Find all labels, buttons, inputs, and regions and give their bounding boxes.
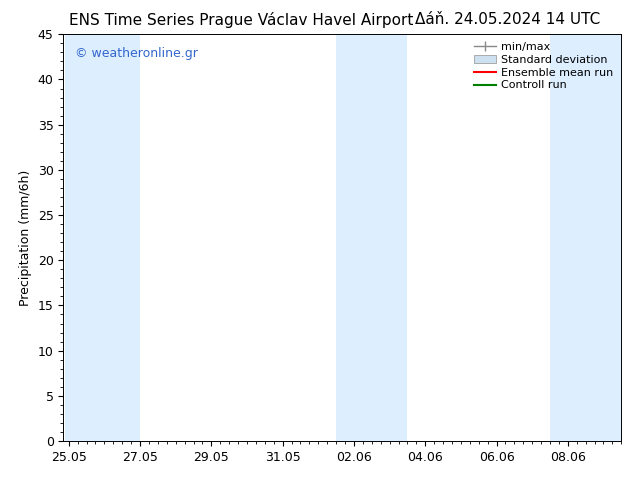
Bar [550, 34, 625, 441]
Legend: min/max, Standard deviation, Ensemble mean run, Controll run: min/max, Standard deviation, Ensemble me… [469, 38, 618, 95]
Text: © weatheronline.gr: © weatheronline.gr [75, 47, 197, 59]
Bar [65, 34, 140, 441]
Bar [336, 34, 408, 441]
Text: Δáň. 24.05.2024 14 UTC: Δáň. 24.05.2024 14 UTC [415, 12, 600, 27]
Text: ENS Time Series Prague Václav Havel Airport: ENS Time Series Prague Václav Havel Airp… [68, 12, 413, 28]
Y-axis label: Precipitation (mm/6h): Precipitation (mm/6h) [19, 170, 32, 306]
